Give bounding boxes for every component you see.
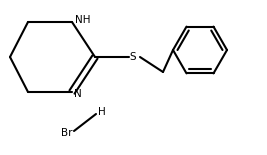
Text: S: S — [130, 52, 136, 62]
Text: Br: Br — [61, 128, 72, 138]
Text: NH: NH — [75, 15, 91, 25]
Text: H: H — [98, 107, 106, 117]
Text: N: N — [74, 89, 82, 99]
